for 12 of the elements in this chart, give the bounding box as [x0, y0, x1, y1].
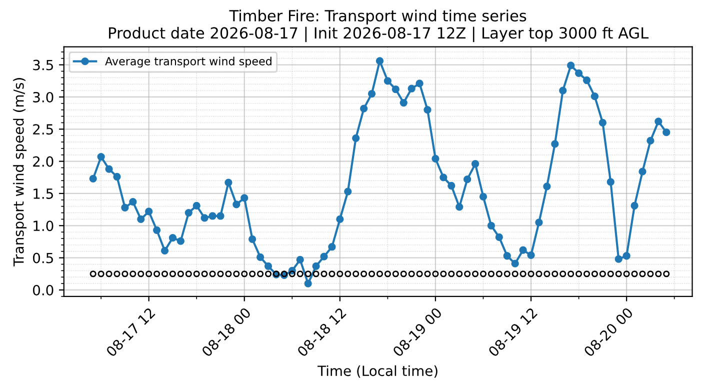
y-axis-title: Transport wind speed (m/s) — [13, 78, 27, 266]
y-tick-label: 2.5 — [33, 124, 53, 135]
y-tick-label: 2.0 — [33, 156, 54, 167]
y-tick-label: 3.0 — [33, 92, 54, 102]
chart-title: Timber Fire: Transport wind time series Product date 2026-08-17 | Init 2026-08-17 12Z | Layer top 3000 ft AGL — [109, 10, 649, 42]
y-tick-label: 0.5 — [33, 252, 53, 264]
y-tick-label: 1.5 — [34, 188, 53, 199]
y-tick-label: 0.0 — [33, 284, 54, 296]
y-tick-label: 1.0 — [34, 220, 54, 232]
x-axis-title: Time (Local time) — [318, 365, 438, 378]
legend-label: Average transport wind speed — [105, 56, 272, 68]
y-tick-label: 3.5 — [33, 60, 53, 70]
